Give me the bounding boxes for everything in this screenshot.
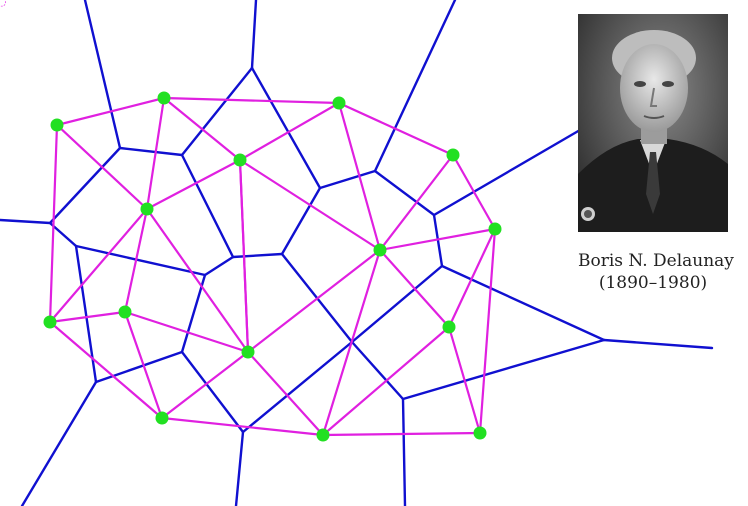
site-point [118,305,132,319]
voronoi-edge [118,146,184,157]
delaunay-edge [447,227,497,329]
voronoi-edge [180,66,254,157]
delaunay-edge [238,101,341,162]
delaunay-edge [447,325,482,435]
voronoi-edge [241,340,354,434]
voronoi-edge [350,264,444,344]
site-point [473,426,487,440]
voronoi-edge [373,0,457,173]
site-point [43,315,57,329]
delaunay-edge [337,101,455,157]
voronoi-edge [401,338,606,401]
delaunay-edge [123,310,250,354]
delaunay-edge [321,248,382,437]
voronoi-edge [280,186,322,256]
voronoi-edge [234,430,245,506]
sites [43,91,502,442]
voronoi-edge [373,169,436,217]
delaunay-edge [145,207,250,354]
voronoi-edge [0,218,52,225]
voronoi-edge [350,340,405,401]
site-point [155,411,169,425]
delaunay-edge [378,153,455,252]
voronoi-edge [602,338,714,350]
delaunay-edge [162,96,341,105]
corner-mark-fragment: ◌ [0,0,7,8]
site-point [157,91,171,105]
delaunay-edge [238,158,250,354]
voronoi-edge [440,264,606,342]
delaunay-edge [478,227,497,435]
voronoi-edge [94,350,184,384]
voronoi-edge [318,169,377,190]
delaunay-edge [246,248,382,354]
portrait-photo [578,14,728,232]
delaunay-edges [48,96,497,437]
site-point [50,118,64,132]
voronoi-edge [180,153,235,259]
delaunay-edge [55,123,149,211]
voronoi-edge [231,252,284,259]
delaunay-edge [145,158,242,211]
voronoi-edge [74,244,207,277]
caption-years: (1890–1980) [598,273,708,293]
voronoi-edge [203,255,235,277]
delaunay-edge [162,96,242,162]
voronoi-edge [83,0,122,150]
site-point [446,148,460,162]
delaunay-edge [123,310,164,420]
delaunay-edge [48,320,164,420]
delaunay-edge [321,325,451,437]
voronoi-edge [250,66,322,190]
voronoi-edge [250,0,258,70]
site-point [233,153,247,167]
site-point [241,345,255,359]
voronoi-edge [74,244,98,384]
voronoi-edge [432,128,582,217]
delaunay-edge [160,416,325,437]
voronoi-edge [401,397,407,506]
site-point [442,320,456,334]
delaunay-edge [160,350,250,420]
delaunay-edge [55,96,166,127]
portrait-caption: Boris N. Delaunay (1890–1980) [578,250,734,294]
delaunay-edge [378,248,451,329]
delaunay-edge [145,96,166,211]
delaunay-edge [337,101,382,252]
delaunay-edge [48,207,149,324]
delaunay-edge [48,123,59,324]
delaunay-edge [321,431,482,437]
voronoi-edge [48,146,122,225]
caption-name: Boris N. Delaunay [578,251,734,271]
voronoi-edge [180,350,245,434]
delaunay-edge [238,158,382,252]
delaunay-edge [451,153,497,231]
delaunay-edge [123,207,149,314]
delaunay-edge [378,227,497,252]
voronoi-edge [180,273,207,354]
delaunay-edge [48,310,127,324]
site-point [332,96,346,110]
site-point [140,202,154,216]
delaunay-edge [246,350,325,437]
site-point [316,428,330,442]
voronoi-edges [0,0,714,506]
voronoi-edge [20,380,98,506]
site-point [373,243,387,257]
site-point [488,222,502,236]
